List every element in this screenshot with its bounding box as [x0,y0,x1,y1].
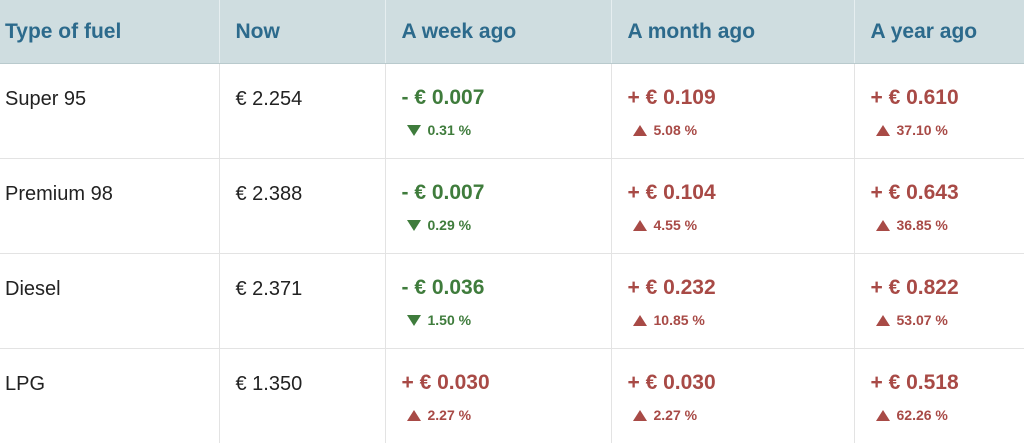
triangle-down-icon [406,314,421,326]
current-price: € 2.388 [235,183,303,205]
month-change-percent-row: 4.55 % [628,217,854,233]
current-price-cell: € 2.254 [219,63,386,159]
triangle-up-icon [632,219,647,231]
table-row: Premium 98 € 2.388 - € 0.007 0.29 % + € 0.10… [0,158,1024,254]
header-month-ago[interactable]: A month ago [611,0,855,64]
header-week-ago[interactable]: A week ago [385,0,612,64]
year-change-percent-row: 62.26 % [871,407,1024,423]
month-change-percent: 4.55 % [653,217,698,233]
current-price: € 2.254 [235,88,303,110]
year-change-percent-row: 36.85 % [871,217,1024,233]
week-change-amount: - € 0.007 [401,181,485,204]
month-change-amount: + € 0.104 [627,181,716,204]
year-change-cell: + € 0.518 62.26 % [854,348,1024,443]
triangle-up-icon [875,314,890,326]
fuel-type-cell: Diesel [0,253,220,349]
current-price-cell: € 2.371 [219,253,386,349]
year-change-amount: + € 0.643 [870,181,959,204]
current-price-cell: € 2.388 [219,158,386,254]
year-change-amount: + € 0.518 [870,371,959,394]
week-change-amount: - € 0.036 [401,276,485,299]
table-body: Super 95 € 2.254 - € 0.007 0.31 % + € 0.109 5… [0,63,1024,443]
week-change-cell: - € 0.007 0.31 % [385,63,612,159]
month-change-cell: + € 0.030 2.27 % [611,348,855,443]
fuel-type-label: Super 95 [5,88,87,110]
week-change-percent: 0.29 % [427,217,472,233]
month-change-amount: + € 0.030 [627,371,716,394]
table-row: Super 95 € 2.254 - € 0.007 0.31 % + € 0.109 5… [0,63,1024,159]
triangle-down-icon [406,124,421,136]
week-change-cell: - € 0.007 0.29 % [385,158,612,254]
header-type-of-fuel[interactable]: Type of fuel [0,0,220,64]
triangle-up-icon [875,124,890,136]
triangle-down-icon [406,219,421,231]
current-price: € 1.350 [235,373,303,395]
header-year-ago[interactable]: A year ago [854,0,1024,64]
year-change-cell: + € 0.822 53.07 % [854,253,1024,349]
week-change-amount: + € 0.030 [401,371,490,394]
fuel-type-cell: Super 95 [0,63,220,159]
month-change-cell: + € 0.232 10.85 % [611,253,855,349]
table-header: Type of fuel Now A week ago A month ago … [0,0,1024,64]
week-change-percent-row: 0.31 % [402,122,611,138]
year-change-percent-row: 37.10 % [871,122,1024,138]
year-change-cell: + € 0.643 36.85 % [854,158,1024,254]
week-change-percent-row: 0.29 % [402,217,611,233]
table-row: Diesel € 2.371 - € 0.036 1.50 % + € 0.232 10.… [0,253,1024,349]
current-price-cell: € 1.350 [219,348,386,443]
week-change-amount: - € 0.007 [401,86,485,109]
year-change-percent: 37.10 % [896,122,948,138]
triangle-up-icon [406,409,421,421]
month-change-percent: 2.27 % [653,407,698,423]
week-change-percent-row: 1.50 % [402,312,611,328]
month-change-percent: 5.08 % [653,122,698,138]
year-change-amount: + € 0.822 [870,276,959,299]
triangle-up-icon [632,124,647,136]
month-change-cell: + € 0.104 4.55 % [611,158,855,254]
header-row: Type of fuel Now A week ago A month ago … [0,0,1024,64]
header-now[interactable]: Now [219,0,386,64]
week-change-cell: - € 0.036 1.50 % [385,253,612,349]
week-change-percent-row: 2.27 % [402,407,611,423]
week-change-percent: 1.50 % [427,312,472,328]
year-change-percent: 53.07 % [896,312,948,328]
year-change-cell: + € 0.610 37.10 % [854,63,1024,159]
fuel-type-cell: LPG [0,348,220,443]
month-change-percent-row: 10.85 % [628,312,854,328]
fuel-type-label: LPG [5,373,46,395]
week-change-percent: 0.31 % [427,122,472,138]
year-change-percent-row: 53.07 % [871,312,1024,328]
month-change-amount: + € 0.232 [627,276,716,299]
fuel-type-label: Diesel [5,278,61,300]
triangle-up-icon [875,409,890,421]
triangle-up-icon [632,409,647,421]
month-change-amount: + € 0.109 [627,86,716,109]
week-change-cell: + € 0.030 2.27 % [385,348,612,443]
year-change-amount: + € 0.610 [870,86,959,109]
week-change-percent: 2.27 % [427,407,472,423]
fuel-type-label: Premium 98 [5,183,113,205]
triangle-up-icon [875,219,890,231]
month-change-percent-row: 2.27 % [628,407,854,423]
fuel-type-cell: Premium 98 [0,158,220,254]
month-change-percent-row: 5.08 % [628,122,854,138]
year-change-percent: 36.85 % [896,217,948,233]
triangle-up-icon [632,314,647,326]
year-change-percent: 62.26 % [896,407,948,423]
month-change-percent: 10.85 % [653,312,705,328]
current-price: € 2.371 [235,278,303,300]
table-row: LPG € 1.350 + € 0.030 2.27 % + € 0.030 2.27 %… [0,348,1024,443]
month-change-cell: + € 0.109 5.08 % [611,63,855,159]
